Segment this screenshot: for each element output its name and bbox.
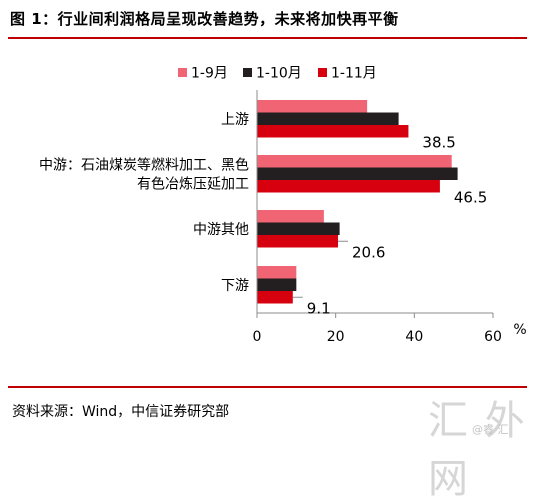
figure-title: 图 1：行业间利润格局呈现改善趋势，未来将加快再平衡 (10, 10, 399, 28)
bar-3-3 (257, 235, 339, 248)
x-axis-unit: % (513, 322, 526, 338)
category-label-4: 下游 (221, 278, 249, 294)
legend-label-3: 1-11月 (331, 66, 377, 82)
legend-label-1: 1-9月 (191, 66, 228, 82)
bar-3-1 (257, 125, 409, 138)
category-label-3: 中游其他 (193, 222, 249, 238)
data-label-1: 38.5 (422, 134, 455, 152)
bar-2-4 (257, 278, 297, 291)
legend-swatch-2 (243, 68, 252, 77)
bar-2-3 (257, 222, 340, 235)
bar-2-2 (257, 167, 458, 180)
bar-3-4 (257, 291, 293, 304)
legend-swatch-1 (178, 68, 187, 77)
title-divider (8, 37, 527, 39)
x-tick-label-4: 60 (484, 329, 502, 345)
bar-2-1 (257, 112, 399, 125)
bar-chart: 1-9月 1-10月 1-11月 0 20 40 60 % 上游中游：石油煤炭等燃料加工、黑色有… (39, 66, 527, 346)
watermark-logo: 汇 外 网 (428, 398, 527, 502)
bar-1-1 (257, 100, 368, 113)
data-label-3: 20.6 (352, 244, 385, 262)
bar-3-2 (257, 180, 440, 193)
category-label-2-line-1: 中游：石油煤炭等燃料加工、黑色 (39, 156, 249, 173)
watermark-caption: @睿 汇 (472, 423, 509, 436)
category-label-1: 上游 (221, 112, 249, 128)
x-tick-label-2: 20 (327, 329, 345, 345)
legend-swatch-3 (318, 68, 327, 77)
source-divider (8, 386, 527, 388)
source-note: 资料来源：Wind，中信证券研究部 (12, 404, 230, 420)
bar-1-3 (257, 210, 324, 223)
bar-1-2 (257, 155, 452, 168)
bar-1-4 (257, 266, 297, 279)
x-tick-label-3: 40 (405, 329, 423, 345)
category-label-2-line-2: 有色冶炼压延加工 (137, 175, 249, 192)
legend-label-2: 1-10月 (256, 66, 302, 82)
data-label-2: 46.5 (454, 189, 487, 207)
data-label-4: 9.1 (307, 300, 331, 318)
x-tick-label-1: 0 (253, 329, 262, 345)
